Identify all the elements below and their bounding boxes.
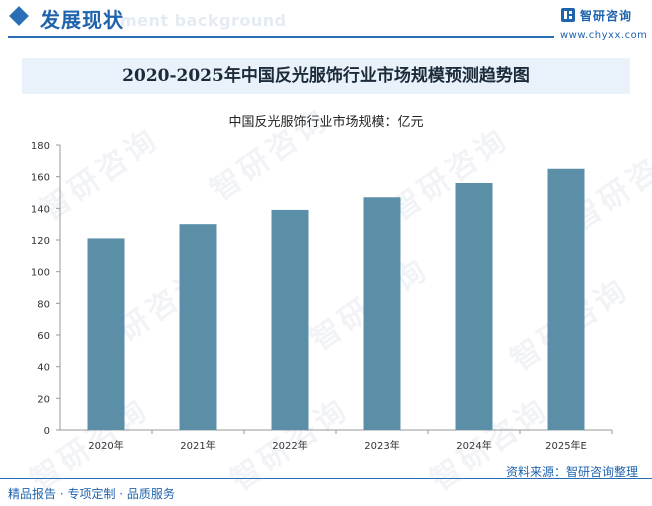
y-tick-label: 180 xyxy=(31,141,50,152)
bar xyxy=(547,168,585,430)
y-tick-label: 100 xyxy=(31,268,50,279)
y-tick-label: 140 xyxy=(31,204,50,215)
bar xyxy=(179,224,217,430)
x-tick-label: 2022年 xyxy=(272,439,307,452)
footer-slogan: 精品报告 · 专项定制 · 品质服务 xyxy=(8,487,175,501)
y-tick-label: 160 xyxy=(31,173,50,184)
diamond-icon xyxy=(9,6,29,26)
y-tick-label: 80 xyxy=(37,299,50,310)
source-note: 资料来源：智研咨询整理 xyxy=(505,465,638,479)
y-tick-label: 60 xyxy=(37,331,50,342)
y-tick-label: 120 xyxy=(31,236,50,247)
y-tick-label: 40 xyxy=(37,363,50,374)
chart-title: 2020-2025年中国反光服饰行业市场规模预测趋势图 xyxy=(122,66,530,86)
x-tick-label: 2024年 xyxy=(456,439,491,452)
section-header: ment background 发展现状 xyxy=(0,0,652,40)
x-tick-label: 2020年 xyxy=(88,439,123,452)
bar xyxy=(87,238,125,430)
x-tick-label: 2021年 xyxy=(180,439,215,452)
section-title: 发展现状 xyxy=(40,8,124,32)
x-tick-label: 2025年E xyxy=(545,439,587,452)
logo-name: 智研咨询 xyxy=(580,9,633,23)
x-tick-label: 2023年 xyxy=(364,439,399,452)
y-tick-label: 0 xyxy=(44,426,50,437)
chart-subtitle: 中国反光服饰行业市场规模：亿元 xyxy=(228,115,424,130)
y-tick-label: 20 xyxy=(37,394,50,405)
bar xyxy=(363,197,401,430)
bar xyxy=(455,183,493,430)
logo-mark-icon xyxy=(561,8,575,22)
header-background-word: ment background xyxy=(120,11,287,30)
header-divider xyxy=(8,36,554,38)
logo-url: www.chyxx.com xyxy=(560,30,648,41)
bar xyxy=(271,209,309,430)
chart-title-band: 2020-2025年中国反光服饰行业市场规模预测趋势图 xyxy=(22,58,630,94)
bar-chart: 0 20 40 60 80 100 120 140 160 180 2020年 2021年 2022年 2… xyxy=(31,141,613,452)
footer-divider xyxy=(0,478,652,479)
